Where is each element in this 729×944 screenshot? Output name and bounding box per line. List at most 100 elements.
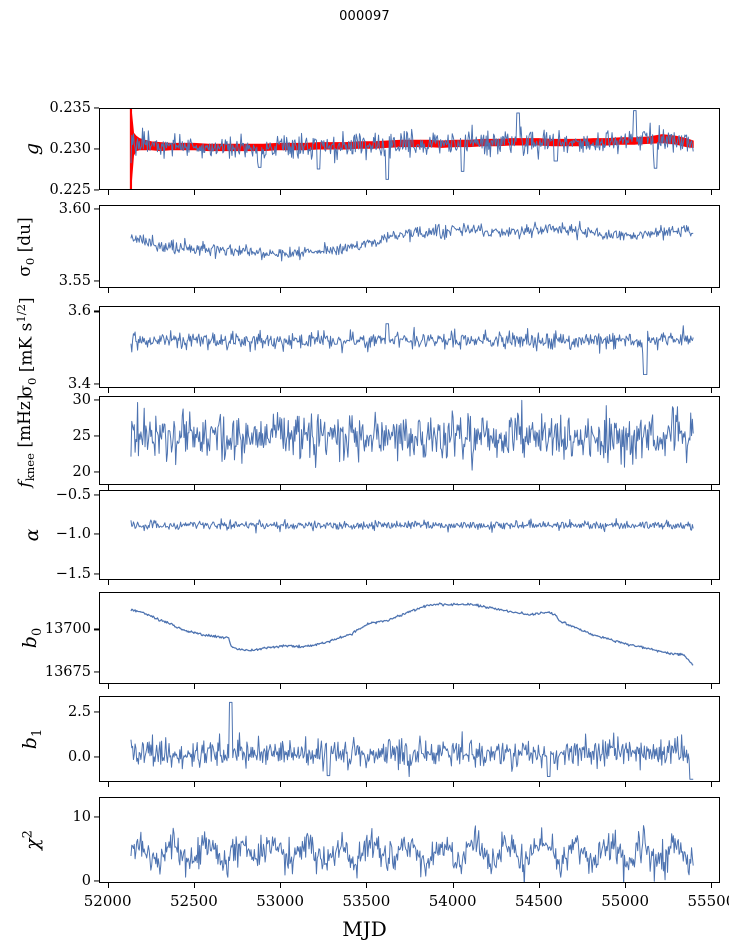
y-tick-label: 0 [81,872,91,889]
y-tick-mark [94,573,99,575]
series-g_measured [130,110,694,180]
x-tick-label: 55000 [601,892,649,910]
x-tick-label: 52500 [170,892,218,910]
x-tick-mark [366,288,368,293]
y-axis-label-b0: b0 [19,627,45,649]
x-tick-mark [107,684,109,689]
y-tick-mark [94,280,99,282]
x-tick-mark [107,288,109,293]
y-tick-mark [94,711,99,713]
figure-title: 000097 [339,9,390,24]
panel-b0 [99,592,720,684]
x-tick-mark [711,288,713,293]
series-sigma0_mK [130,323,694,376]
x-tick-mark [193,782,195,787]
panel-chi2 [99,797,720,883]
series-f_knee [130,399,694,471]
x-tick-mark [452,388,454,393]
y-tick-label: 3.60 [58,201,91,218]
x-tick-mark [366,684,368,689]
x-tick-mark [625,388,627,393]
y-axis-label-chi2: χ2 [20,830,44,850]
x-tick-mark [538,288,540,293]
x-tick-mark [193,288,195,293]
x-tick-mark [538,883,540,888]
x-tick-mark [193,883,195,888]
x-tick-mark [280,580,282,585]
panel-g_band [99,108,720,190]
y-axis-label-alpha: α [21,528,43,542]
x-tick-mark [193,190,195,195]
x-tick-mark [538,485,540,490]
y-tick-mark [94,880,99,882]
y-tick-label: 0.225 [49,181,91,198]
y-tick-label: 0.235 [49,99,91,116]
x-tick-mark [280,190,282,195]
x-tick-mark [452,782,454,787]
y-tick-label: 3.55 [58,272,91,289]
y-tick-label: 0.0 [67,749,91,766]
y-tick-mark [94,383,99,385]
x-tick-mark [107,883,109,888]
y-axis-label-f_knee: fknee [mHz] [14,394,38,487]
x-tick-mark [711,485,713,490]
x-tick-mark [107,485,109,490]
series-alpha [130,518,694,534]
x-tick-label: 54500 [515,892,563,910]
x-axis-label: MJD [342,917,387,941]
x-tick-mark [366,580,368,585]
y-tick-mark [94,435,99,437]
y-tick-label: 0.230 [49,140,91,157]
x-tick-mark [107,580,109,585]
y-tick-label: 3.6 [67,303,91,320]
x-tick-mark [452,485,454,490]
x-tick-mark [711,883,713,888]
x-tick-mark [280,782,282,787]
y-tick-mark [94,208,99,210]
y-tick-mark [94,494,99,496]
x-tick-mark [711,190,713,195]
x-tick-mark [280,388,282,393]
y-tick-mark [94,399,99,401]
x-tick-mark [625,782,627,787]
x-tick-mark [193,388,195,393]
series-sigma0_du [130,220,694,262]
x-tick-mark [452,190,454,195]
series-g_band [130,109,694,188]
x-tick-label: 53000 [256,892,304,910]
x-tick-mark [711,782,713,787]
x-tick-mark [366,782,368,787]
y-axis-label-sigma0_du: σ0 [du] [14,216,38,277]
y-axis-label-b1: b1 [19,728,45,750]
series-b0 [130,602,694,666]
panel-sigma0_du [99,205,720,288]
x-tick-mark [711,388,713,393]
x-tick-mark [625,485,627,490]
y-tick-mark [94,310,99,312]
x-tick-mark [711,684,713,689]
x-tick-mark [625,190,627,195]
panel-b1 [99,696,720,782]
y-tick-label: 10 [72,809,91,826]
x-tick-mark [452,684,454,689]
x-tick-mark [193,684,195,689]
y-tick-label: 13675 [44,663,91,680]
y-tick-mark [94,471,99,473]
y-tick-mark [94,756,99,758]
y-tick-mark [94,107,99,109]
x-tick-mark [625,684,627,689]
y-tick-label: 2.5 [67,703,91,720]
x-tick-mark [538,782,540,787]
y-tick-mark [94,671,99,673]
y-tick-label: 25 [72,427,91,444]
x-tick-mark [366,388,368,393]
y-tick-mark [94,533,99,535]
x-tick-mark [538,190,540,195]
x-tick-mark [280,485,282,490]
x-tick-mark [452,288,454,293]
y-tick-label: 3.4 [67,376,91,393]
x-tick-mark [452,883,454,888]
series-b1 [130,701,694,780]
y-axis-label-g_band: g [21,142,43,156]
y-axis-label-sigma0_mK: σ0 [mK s1/2] [13,297,39,397]
